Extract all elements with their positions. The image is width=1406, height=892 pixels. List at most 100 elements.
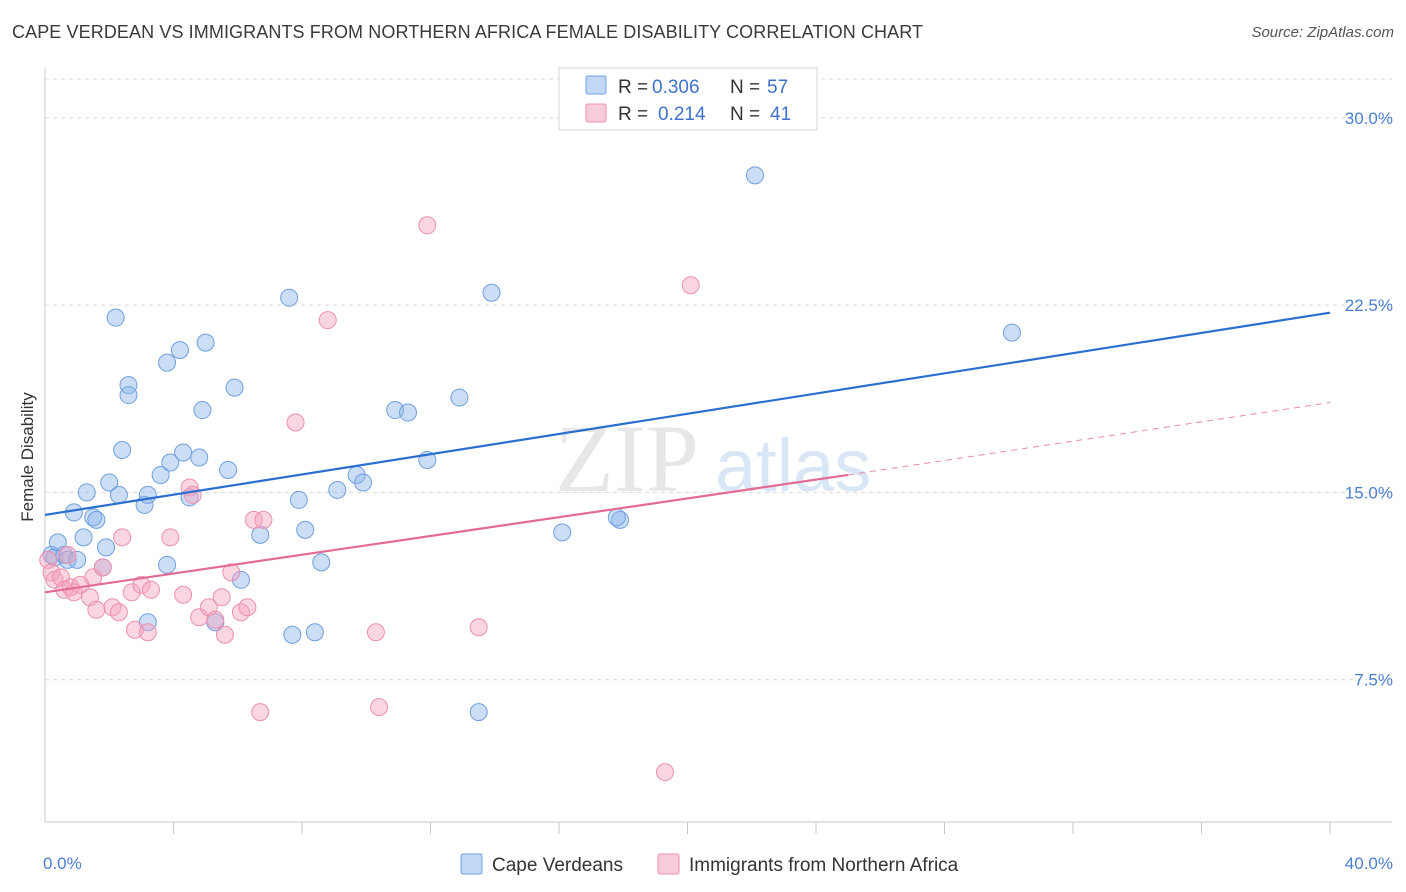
point-northern-africa bbox=[93, 558, 112, 577]
point-cape-verdean bbox=[109, 485, 128, 504]
point-cape-verdean bbox=[158, 353, 177, 372]
point-cape-verdean bbox=[68, 550, 87, 569]
y-axis-label: Female Disability bbox=[18, 392, 37, 522]
legend-r-value-2: 0.214 bbox=[658, 104, 706, 125]
point-cape-verdean bbox=[312, 553, 331, 572]
point-cape-verdean bbox=[305, 623, 324, 642]
trend-lines bbox=[44, 311, 1331, 594]
point-northern-africa bbox=[418, 216, 437, 235]
legend-n-value-2: 41 bbox=[770, 104, 791, 125]
x-tick-labels: 0.0% 40.0% bbox=[43, 854, 1393, 873]
point-cape-verdean bbox=[289, 490, 308, 509]
point-cape-verdean bbox=[119, 376, 138, 395]
axes bbox=[44, 68, 1392, 834]
point-cape-verdean bbox=[553, 523, 572, 542]
point-cape-verdean bbox=[283, 625, 302, 644]
point-cape-verdean bbox=[225, 378, 244, 397]
point-northern-africa bbox=[132, 575, 151, 594]
x-tick-label: 40.0% bbox=[1345, 854, 1393, 873]
point-cape-verdean bbox=[174, 443, 193, 462]
point-northern-africa bbox=[109, 603, 128, 622]
source-label: Source: ZipAtlas.com bbox=[1251, 24, 1394, 41]
gridlines bbox=[45, 78, 1392, 681]
point-northern-africa bbox=[254, 510, 273, 529]
point-cape-verdean bbox=[170, 341, 189, 360]
legend-n-label-1: N = bbox=[730, 77, 760, 98]
point-cape-verdean bbox=[138, 485, 157, 504]
legend-r-label-2: R = bbox=[618, 104, 648, 125]
point-cape-verdean bbox=[745, 166, 764, 185]
point-cape-verdean bbox=[190, 448, 209, 467]
point-northern-africa bbox=[656, 763, 675, 782]
point-northern-africa bbox=[190, 608, 209, 627]
point-cape-verdean bbox=[354, 473, 373, 492]
series-cape-verdeans bbox=[42, 166, 1021, 722]
point-northern-africa bbox=[286, 413, 305, 432]
watermark-atlas: atlas bbox=[715, 424, 871, 507]
point-cape-verdean bbox=[251, 525, 270, 544]
point-cape-verdean bbox=[1002, 323, 1021, 342]
point-northern-africa bbox=[161, 528, 180, 547]
legend-swatch-blue bbox=[585, 75, 607, 95]
point-cape-verdean bbox=[119, 386, 138, 405]
legend-r-value-1: 0.306 bbox=[652, 77, 700, 98]
point-northern-africa bbox=[251, 703, 270, 722]
x-tick-label: 0.0% bbox=[43, 854, 82, 873]
legend-n-label-2: N = bbox=[730, 104, 760, 125]
point-northern-africa bbox=[113, 528, 132, 547]
point-northern-africa bbox=[318, 311, 337, 330]
point-cape-verdean bbox=[100, 473, 119, 492]
top-legend: R = 0.306 N = 57 R = 0.214 N = 41 bbox=[558, 67, 818, 131]
point-northern-africa bbox=[681, 276, 700, 295]
chart-title: CAPE VERDEAN VS IMMIGRANTS FROM NORTHERN… bbox=[12, 22, 924, 42]
point-cape-verdean bbox=[151, 465, 170, 484]
legend-r-label-1: R = bbox=[618, 77, 648, 98]
watermark-zip: ZIP bbox=[555, 405, 699, 512]
point-northern-africa bbox=[122, 583, 141, 602]
point-northern-africa bbox=[238, 598, 257, 617]
point-northern-africa bbox=[469, 618, 488, 637]
point-northern-africa bbox=[87, 600, 106, 619]
point-northern-africa bbox=[142, 580, 161, 599]
point-cape-verdean bbox=[113, 440, 132, 459]
point-cape-verdean bbox=[87, 510, 106, 529]
point-cape-verdean bbox=[106, 308, 125, 327]
point-northern-africa bbox=[174, 585, 193, 604]
point-northern-africa bbox=[138, 623, 157, 642]
point-cape-verdean bbox=[196, 333, 215, 352]
point-northern-africa bbox=[366, 623, 385, 642]
point-cape-verdean bbox=[58, 550, 77, 569]
bottom-legend-swatch-pink bbox=[657, 853, 680, 875]
point-northern-africa bbox=[206, 610, 225, 629]
point-northern-africa bbox=[183, 485, 202, 504]
bottom-legend-label-blue: Cape Verdeans bbox=[492, 855, 623, 876]
point-cape-verdean bbox=[296, 520, 315, 539]
y-tick-label: 7.5% bbox=[1354, 671, 1393, 690]
point-cape-verdean bbox=[74, 528, 93, 547]
point-cape-verdean bbox=[450, 388, 469, 407]
point-cape-verdean bbox=[607, 508, 626, 527]
point-cape-verdean bbox=[231, 570, 250, 589]
bottom-legend-swatch-blue bbox=[460, 853, 483, 875]
series-northern-africa bbox=[39, 216, 700, 782]
y-tick-label: 15.0% bbox=[1345, 483, 1393, 502]
trend-line-cape-verdeans bbox=[44, 311, 1331, 516]
point-cape-verdean bbox=[161, 453, 180, 472]
point-cape-verdean bbox=[64, 503, 83, 522]
point-cape-verdean bbox=[611, 510, 630, 529]
legend-swatch-pink bbox=[585, 103, 607, 123]
point-cape-verdean bbox=[482, 283, 501, 302]
point-cape-verdean bbox=[77, 483, 96, 502]
bottom-legend-label-pink: Immigrants from Northern Africa bbox=[689, 855, 959, 876]
point-northern-africa bbox=[244, 510, 263, 529]
point-cape-verdean bbox=[328, 480, 347, 499]
point-cape-verdean bbox=[219, 460, 238, 479]
trend-line-northern-africa-extension bbox=[848, 402, 1331, 476]
point-cape-verdean bbox=[469, 703, 488, 722]
y-tick-label: 22.5% bbox=[1345, 296, 1393, 315]
y-tick-label: 30.0% bbox=[1345, 109, 1393, 128]
point-cape-verdean bbox=[399, 403, 418, 422]
legend-n-value-1: 57 bbox=[767, 77, 788, 98]
point-cape-verdean bbox=[280, 288, 299, 307]
